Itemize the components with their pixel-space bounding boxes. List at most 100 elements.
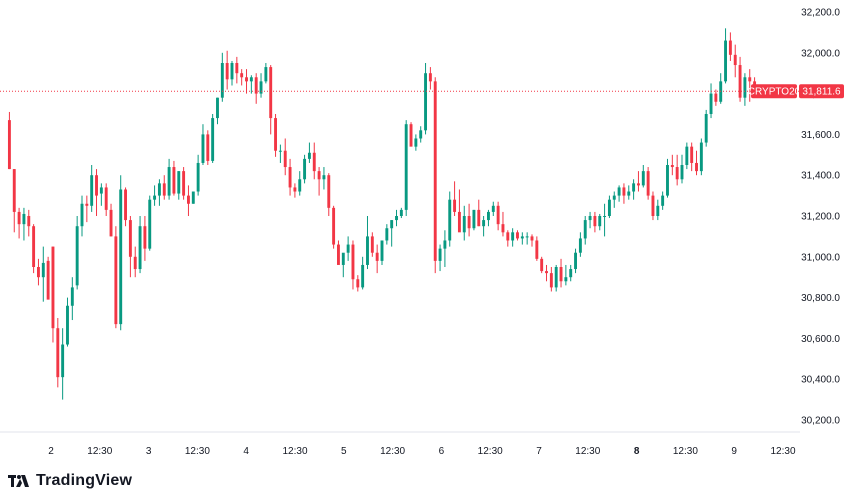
candle-up[interactable] [482,220,486,227]
candle-up[interactable] [230,63,234,80]
candle-up[interactable] [414,138,418,147]
candle-down[interactable] [327,175,331,208]
candle-up[interactable] [220,63,224,98]
candle-down[interactable] [714,93,718,102]
candle-up[interactable] [685,146,689,165]
candle-down[interactable] [27,216,31,227]
candle-down[interactable] [337,244,340,265]
candle-up[interactable] [656,205,660,216]
candle-down[interactable] [501,224,505,233]
candle-down[interactable] [133,256,137,270]
candle-up[interactable] [303,158,307,180]
candle-up[interactable] [148,199,152,249]
candle-down[interactable] [559,267,563,282]
candle-up[interactable] [627,191,631,196]
candle-up[interactable] [216,97,219,119]
candle-down[interactable] [114,236,118,325]
candle-up[interactable] [632,183,636,192]
candle-up[interactable] [22,213,26,225]
x-axis[interactable]: 2 12:30 3 12:30 4 12:30 5 12:30 6 12:30 7 12:30 8 12:… [48,446,796,457]
candle-up[interactable] [564,277,568,282]
candle-up[interactable] [554,267,558,288]
candle-down[interactable] [172,167,176,194]
candle-down[interactable] [288,167,292,188]
candle-down[interactable] [496,205,500,225]
candle-up[interactable] [322,175,326,180]
candle-up[interactable] [153,195,157,200]
candle-up[interactable] [661,195,665,206]
candle-down[interactable] [690,146,694,163]
candle-up[interactable] [80,203,84,227]
candle-up[interactable] [666,165,669,196]
candle-down[interactable] [225,63,229,80]
candle-up[interactable] [511,232,515,241]
candle-down[interactable] [540,258,544,272]
candle-up[interactable] [380,240,384,261]
candle-down[interactable] [375,252,379,261]
candle-up[interactable] [61,344,65,378]
candle-down[interactable] [457,211,461,233]
candle-down[interactable] [12,169,16,212]
candle-up[interactable] [438,248,442,261]
candle-up[interactable] [607,199,611,216]
candle-down[interactable] [728,40,732,55]
candle-up[interactable] [361,264,365,288]
candle-down[interactable] [675,167,679,180]
candle-down[interactable] [143,226,147,249]
candle-down[interactable] [549,273,553,288]
candle-up[interactable] [424,73,427,131]
candle-up[interactable] [298,179,302,192]
candle-down[interactable] [409,124,413,147]
candle-up[interactable] [307,152,311,159]
candle-down[interactable] [733,54,737,66]
candle-down[interactable] [545,271,548,274]
candle-down[interactable] [738,65,742,98]
candle-up[interactable] [249,77,253,82]
candle-down[interactable] [124,189,127,221]
candle-down[interactable] [206,134,210,161]
candle-up[interactable] [191,191,195,204]
candle-up[interactable] [612,195,616,200]
candle-up[interactable] [167,167,171,196]
candle-up[interactable] [491,205,495,212]
candle-up[interactable] [404,124,408,210]
candle-up[interactable] [366,236,369,265]
candle-down[interactable] [17,211,21,225]
candle-up[interactable] [520,236,524,239]
candle-up[interactable] [462,216,466,233]
candle-down[interactable] [182,171,186,196]
candle-down[interactable] [109,209,113,237]
candle-up[interactable] [390,220,394,229]
candle-up[interactable] [75,226,79,286]
candle-up[interactable] [724,40,727,82]
candle-up[interactable] [583,220,587,239]
candle-down[interactable] [477,209,481,227]
candle-up[interactable] [743,77,747,98]
candle-up[interactable] [603,216,607,217]
candle-up[interactable] [201,134,205,163]
candle-down[interactable] [283,150,287,168]
candle-up[interactable] [66,305,69,345]
candle-up[interactable] [157,183,161,196]
candle-down[interactable] [351,244,355,280]
candle-down[interactable] [46,260,50,300]
candle-up[interactable] [278,150,282,152]
candle-down[interactable] [670,165,674,168]
candle-down[interactable] [622,187,626,196]
candle-up[interactable] [138,226,142,270]
candle-down[interactable] [530,236,534,241]
candle-down[interactable] [187,195,190,204]
candle-up[interactable] [448,199,452,241]
candle-down[interactable] [637,183,640,186]
candle-down[interactable] [254,77,258,94]
candle-up[interactable] [211,118,215,161]
candle-down[interactable] [428,73,432,82]
candle-up[interactable] [574,252,577,270]
candle-down[interactable] [312,152,316,172]
candle-down[interactable] [651,195,655,216]
candle-down[interactable] [104,187,108,210]
candle-up[interactable] [264,67,268,82]
candle-up[interactable] [487,211,490,221]
